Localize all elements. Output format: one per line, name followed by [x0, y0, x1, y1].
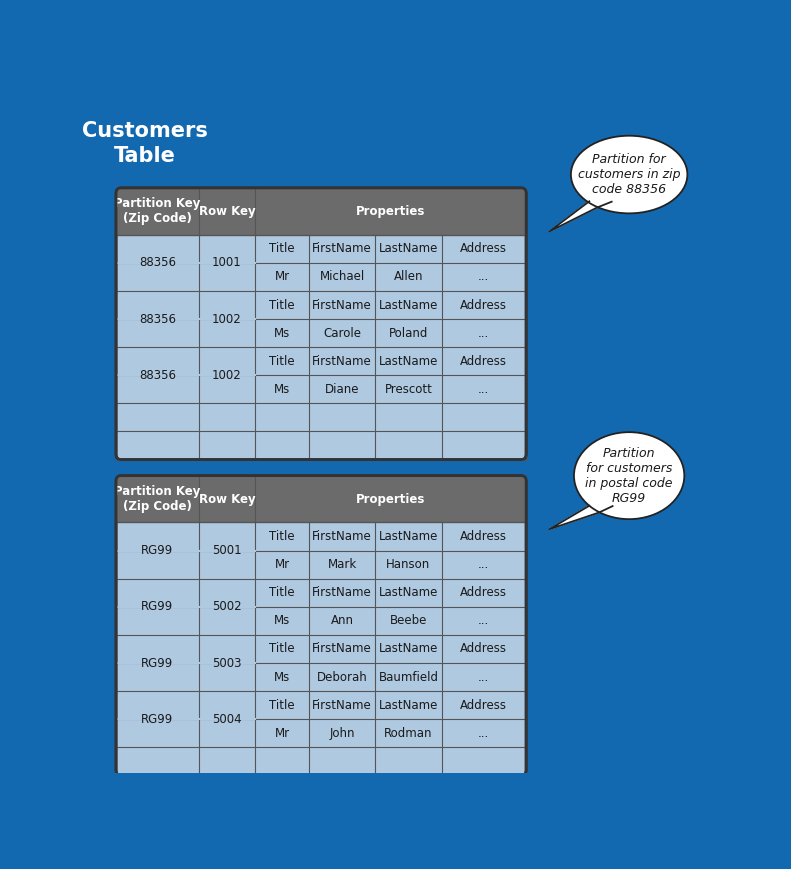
Text: Mr: Mr [274, 726, 290, 740]
Text: Michael: Michael [320, 270, 365, 283]
Text: Address: Address [460, 355, 507, 368]
Text: Poland: Poland [388, 327, 428, 340]
Text: ...: ... [479, 270, 490, 283]
Text: Ms: Ms [274, 671, 290, 684]
Text: 1002: 1002 [212, 313, 242, 326]
Text: 88356: 88356 [139, 256, 176, 269]
FancyBboxPatch shape [116, 188, 526, 460]
Text: FirstName: FirstName [312, 530, 372, 543]
Text: Title: Title [270, 699, 295, 712]
Text: Deborah: Deborah [317, 671, 368, 684]
FancyBboxPatch shape [116, 475, 526, 522]
Text: Partition
for customers
in postal code
RG99: Partition for customers in postal code R… [585, 447, 673, 505]
Text: Partition Key
(Zip Code): Partition Key (Zip Code) [114, 485, 201, 513]
Text: 5004: 5004 [212, 713, 242, 726]
Text: Ann: Ann [331, 614, 354, 627]
Text: Ms: Ms [274, 614, 290, 627]
Text: Properties: Properties [356, 493, 426, 506]
Text: 1002: 1002 [212, 368, 242, 381]
Text: 5002: 5002 [212, 600, 242, 614]
Text: ...: ... [479, 614, 490, 627]
Text: ...: ... [479, 558, 490, 571]
Text: LastName: LastName [379, 642, 438, 655]
Text: RG99: RG99 [142, 656, 173, 669]
Text: LastName: LastName [379, 530, 438, 543]
Text: ...: ... [479, 726, 490, 740]
Text: 1001: 1001 [212, 256, 242, 269]
Text: FirstName: FirstName [312, 242, 372, 255]
Text: FirstName: FirstName [312, 355, 372, 368]
Text: John: John [330, 726, 355, 740]
Text: Row Key: Row Key [199, 493, 255, 506]
Text: Title: Title [270, 530, 295, 543]
Text: LastName: LastName [379, 587, 438, 600]
Text: Properties: Properties [356, 205, 426, 218]
Text: RG99: RG99 [142, 544, 173, 557]
Text: Hanson: Hanson [386, 558, 430, 571]
Text: Diane: Diane [325, 383, 359, 395]
Text: Prescott: Prescott [384, 383, 433, 395]
Text: Carole: Carole [324, 327, 361, 340]
Text: Address: Address [460, 299, 507, 311]
Text: Customers
Table: Customers Table [82, 121, 208, 166]
Text: Address: Address [460, 699, 507, 712]
Text: LastName: LastName [379, 355, 438, 368]
Text: Title: Title [270, 355, 295, 368]
Bar [116, 211, 526, 235]
Text: Partition for
customers in zip
code 88356: Partition for customers in zip code 8835… [578, 153, 680, 196]
Text: 5003: 5003 [212, 656, 242, 669]
Text: RG99: RG99 [142, 713, 173, 726]
Text: Mr: Mr [274, 558, 290, 571]
Text: Ms: Ms [274, 327, 290, 340]
Polygon shape [550, 202, 611, 231]
Text: Address: Address [460, 642, 507, 655]
Text: Ms: Ms [274, 383, 290, 395]
Text: FirstName: FirstName [312, 642, 372, 655]
Text: Row Key: Row Key [199, 205, 255, 218]
Text: 88356: 88356 [139, 313, 176, 326]
Text: Address: Address [460, 242, 507, 255]
FancyBboxPatch shape [116, 188, 526, 235]
Text: Mr: Mr [274, 270, 290, 283]
Text: LastName: LastName [379, 699, 438, 712]
Text: FirstName: FirstName [312, 299, 372, 311]
Text: 88356: 88356 [139, 368, 176, 381]
Polygon shape [550, 506, 612, 529]
Text: FirstName: FirstName [312, 699, 372, 712]
Text: ...: ... [479, 671, 490, 684]
Text: Rodman: Rodman [384, 726, 433, 740]
Text: Address: Address [460, 587, 507, 600]
Text: Partition Key
(Zip Code): Partition Key (Zip Code) [114, 197, 201, 225]
Ellipse shape [571, 136, 687, 214]
Text: Title: Title [270, 587, 295, 600]
Text: LastName: LastName [379, 242, 438, 255]
Ellipse shape [574, 432, 684, 519]
Text: Beebe: Beebe [390, 614, 427, 627]
Text: Mark: Mark [327, 558, 357, 571]
Text: Title: Title [270, 642, 295, 655]
Text: LastName: LastName [379, 299, 438, 311]
Text: RG99: RG99 [142, 600, 173, 614]
Text: Allen: Allen [394, 270, 423, 283]
Text: ...: ... [479, 327, 490, 340]
Text: Title: Title [270, 299, 295, 311]
Text: FirstName: FirstName [312, 587, 372, 600]
FancyBboxPatch shape [116, 475, 526, 775]
Text: ...: ... [479, 383, 490, 395]
Text: Baumfield: Baumfield [378, 671, 438, 684]
Text: Address: Address [460, 530, 507, 543]
Text: 5001: 5001 [212, 544, 242, 557]
Bar [116, 499, 526, 522]
Text: Title: Title [270, 242, 295, 255]
